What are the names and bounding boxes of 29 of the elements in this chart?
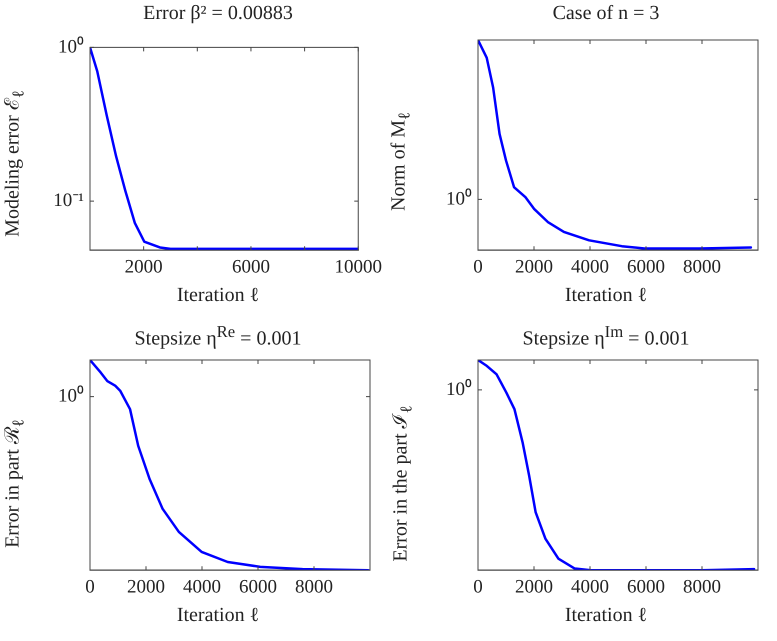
x-tick-label: 8000: [295, 576, 333, 598]
text: 10⁰: [446, 378, 472, 400]
x-tick-label: 0: [473, 576, 483, 598]
x-axis-title: Iteration ℓ: [176, 604, 260, 627]
x-axis-title: Iteration ℓ: [564, 284, 648, 307]
chart-title: Case of n = 3: [552, 2, 660, 25]
chart-title: Stepsize η$^{Im}$ = 0.001: [522, 322, 690, 351]
x-tick-label: 4000: [183, 576, 221, 598]
x-tick-label: 6000: [239, 576, 277, 598]
x-tick-label: 8000: [683, 576, 721, 598]
x-tick-label: 6000: [627, 256, 665, 278]
x-tick-label: 6000: [627, 576, 665, 598]
x-tick-label: 6000: [232, 256, 270, 278]
chart-title: Stepsize η$^{Re}$ = 0.001: [134, 322, 302, 351]
x-tick-label: 2000: [515, 256, 553, 278]
x-axis-title: Iteration ℓ: [564, 604, 648, 627]
x-axis-title: Iteration ℓ: [176, 284, 260, 307]
x-tick-label: 2000: [124, 256, 163, 278]
x-tick-label: 0: [473, 256, 483, 278]
x-tick-label: 4000: [571, 256, 609, 278]
x-tick-label: 0: [85, 576, 95, 598]
x-tick-label: 10000: [334, 256, 382, 278]
x-tick-label: 2000: [515, 576, 553, 598]
x-tick-label: 8000: [683, 256, 721, 278]
text: 10⁰: [446, 187, 472, 210]
x-tick-label: 4000: [571, 576, 609, 598]
x-tick-label: 2000: [127, 576, 165, 598]
y-tick-label: 10⁻¹: [53, 190, 84, 212]
chart-title: Error β² = 0.00883: [142, 2, 294, 25]
